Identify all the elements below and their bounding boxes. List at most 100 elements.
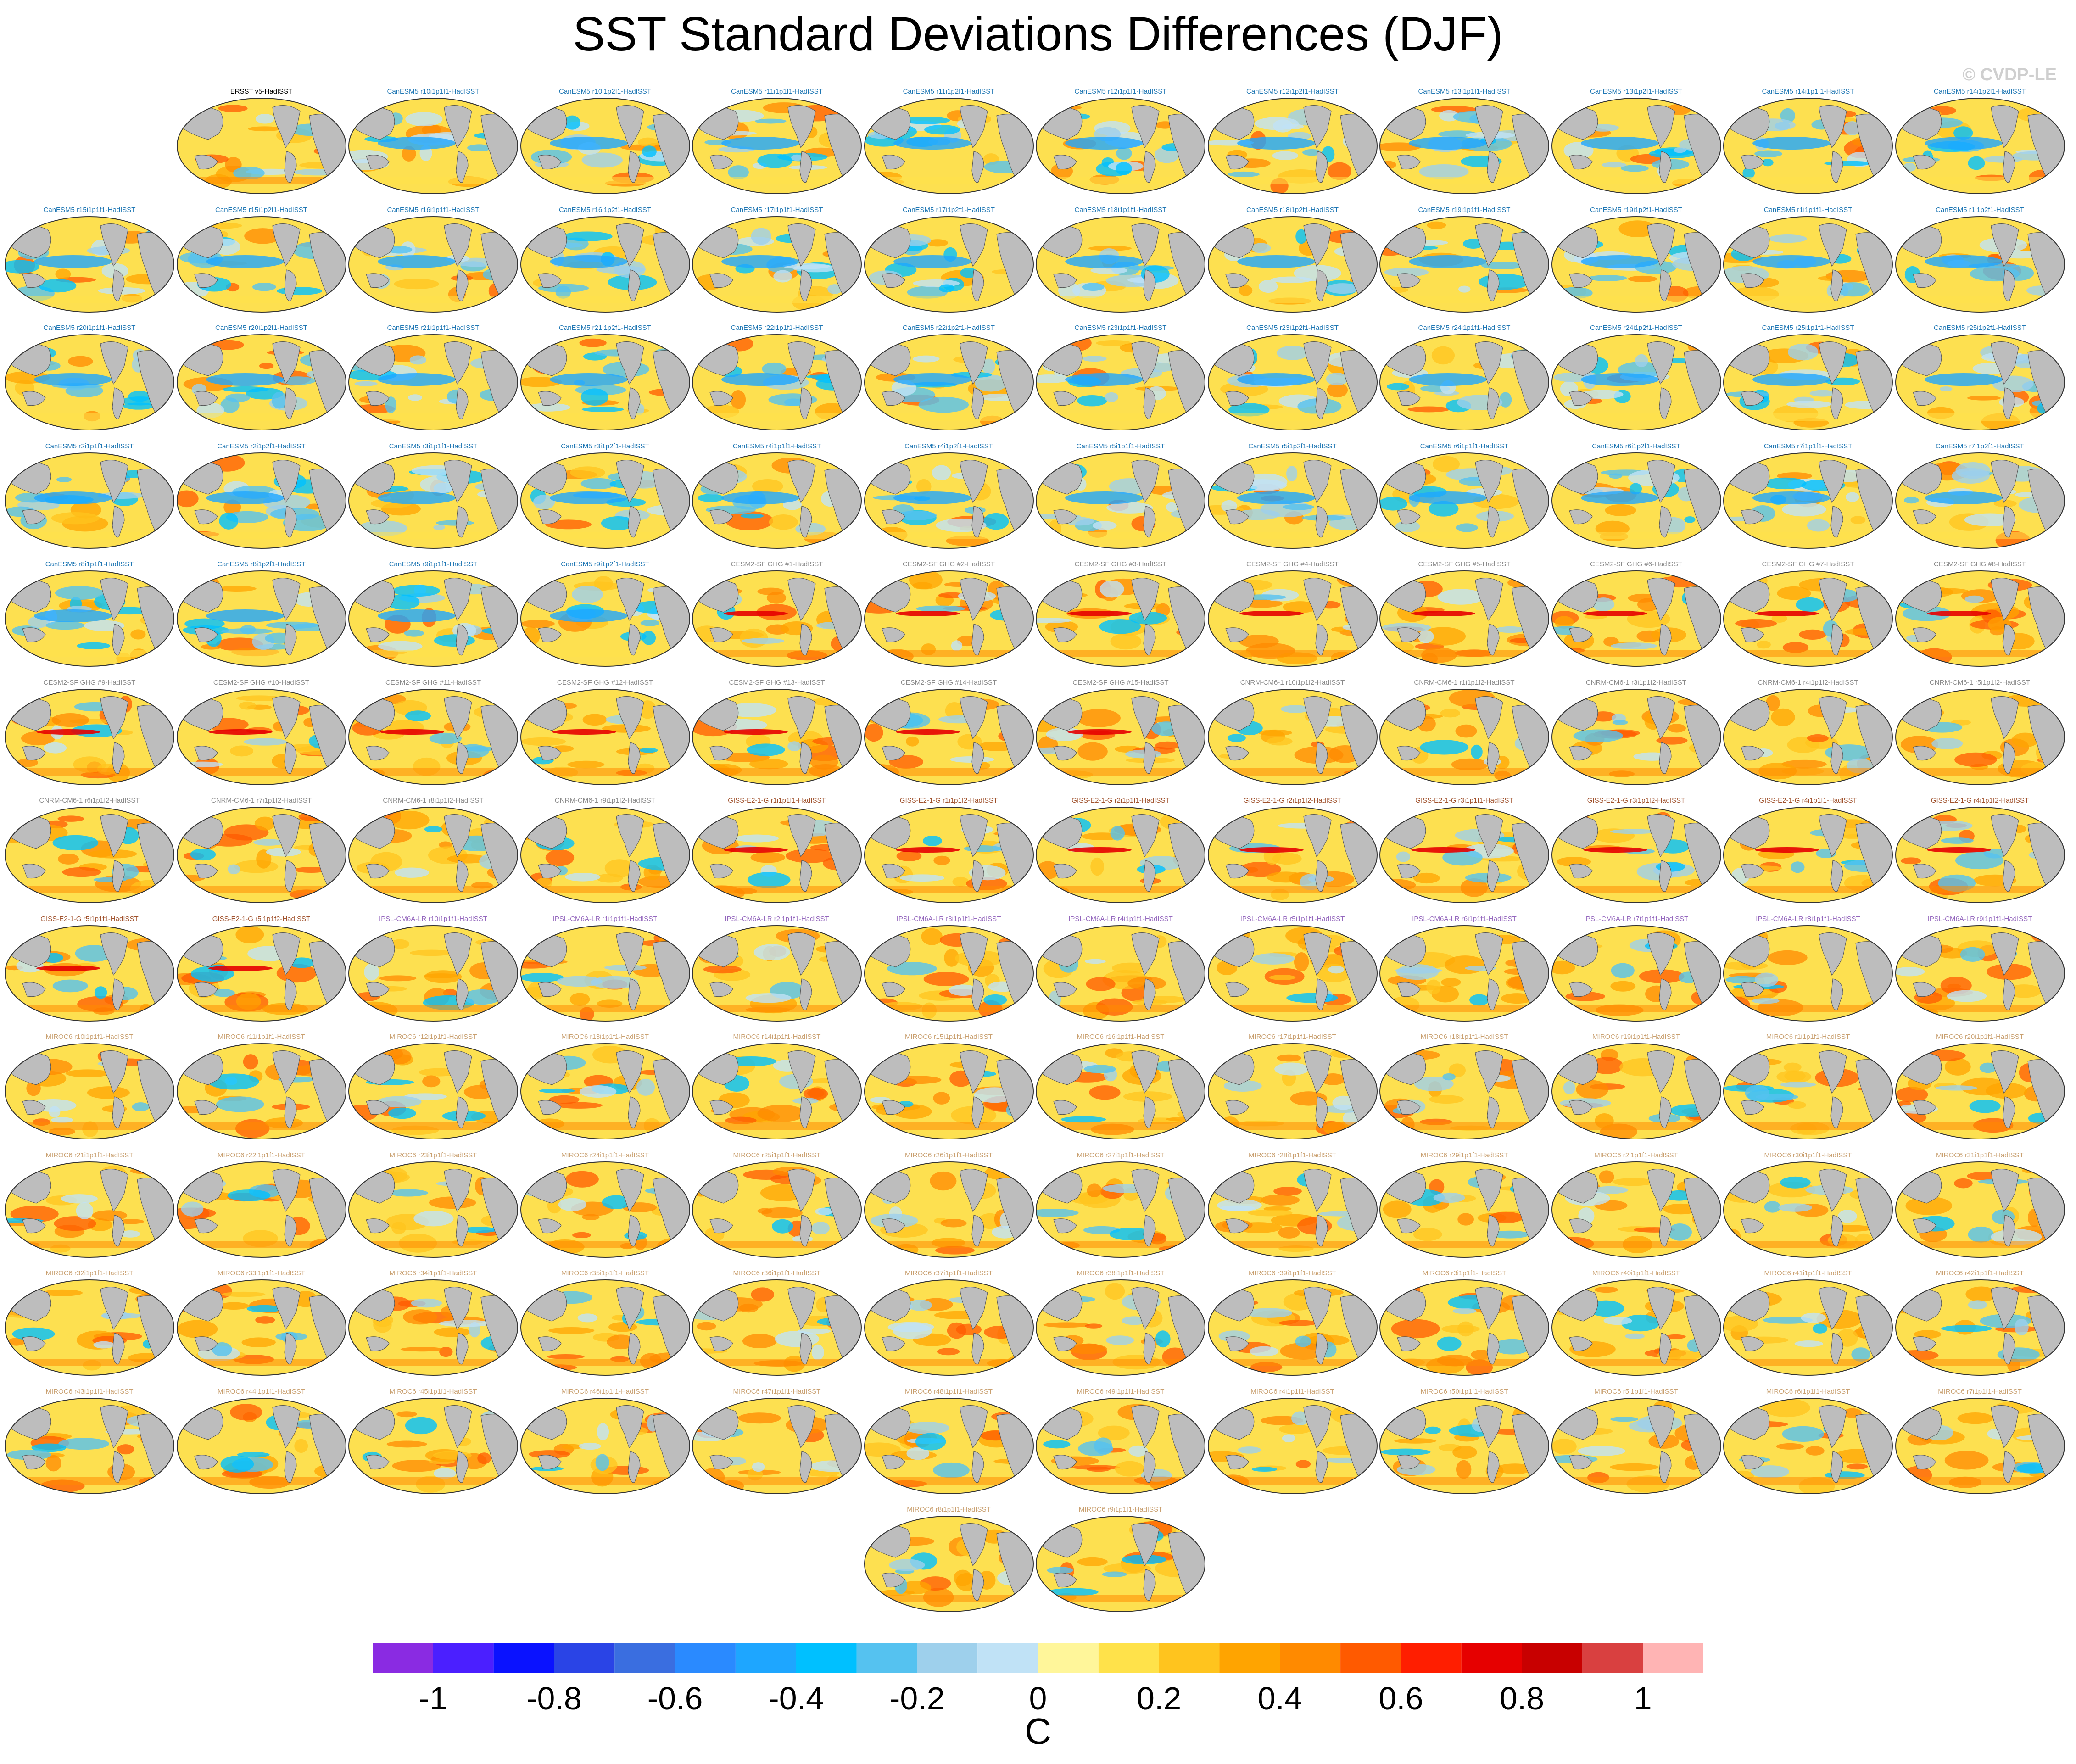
sst-difference-map — [520, 98, 690, 194]
map-panel: CanESM5 r9i1p1f1-HadISST — [348, 560, 519, 668]
colorbar-tick-label: 0.2 — [1137, 1680, 1181, 1712]
map-panel: MIROC6 r18i1p1f1-HadISST — [1379, 1033, 1550, 1140]
sst-difference-map — [1036, 570, 1205, 667]
map-panel: CNRM-CM6-1 r8i1p1f2-HadISST — [348, 796, 519, 904]
map-panel-label: IPSL-CM6A-LR r9i1p1f1-HadISST — [1927, 915, 2032, 923]
map-panel-label: IPSL-CM6A-LR r1i1p1f1-HadISST — [552, 915, 658, 923]
colorbar-unit-label: C — [1025, 1711, 1051, 1752]
map-panel: MIROC6 r33i1p1f1-HadISST — [176, 1269, 347, 1377]
sst-difference-map — [1895, 1161, 2065, 1258]
colorbar-tick-label: 0.8 — [1500, 1680, 1544, 1712]
sst-difference-map — [348, 688, 518, 785]
sst-difference-map — [5, 1279, 174, 1376]
colorbar-tick-label: 0 — [1029, 1680, 1047, 1712]
sst-difference-map — [520, 1279, 690, 1376]
colorbar-tick-label: -0.2 — [889, 1680, 945, 1712]
map-panel-label: CanESM5 r5i1p2f1-HadISST — [1248, 442, 1337, 450]
map-panel-label: CESM2-SF GHG #4-HadISST — [1246, 560, 1339, 568]
map-panel-label: MIROC6 r50i1p1f1-HadISST — [1420, 1387, 1508, 1396]
sst-difference-map — [176, 925, 346, 1022]
map-panel: MIROC6 r9i1p1f1-HadISST — [1035, 1505, 1206, 1613]
sst-difference-map — [348, 1043, 518, 1139]
colorbar-tick-label: 0.6 — [1378, 1680, 1423, 1712]
map-panel-label: CESM2-SF GHG #5-HadISST — [1418, 560, 1511, 568]
sst-difference-map — [1036, 1397, 1205, 1494]
colorbar-swatch — [977, 1643, 1038, 1673]
colorbar-swatch — [1401, 1643, 1462, 1673]
sst-difference-map — [692, 98, 862, 194]
map-panel: CESM2-SF GHG #12-HadISST — [520, 678, 691, 786]
map-panel: IPSL-CM6A-LR r4i1p1f1-HadISST — [1035, 915, 1206, 1022]
sst-difference-map — [1036, 98, 1205, 194]
map-panel-label: IPSL-CM6A-LR r4i1p1f1-HadISST — [1068, 915, 1173, 923]
map-panel-label: CNRM-CM6-1 r7i1p1f2-HadISST — [211, 797, 312, 804]
colorbar-tick-label: 0.4 — [1258, 1680, 1302, 1712]
sst-difference-map — [692, 688, 862, 785]
map-panel-label: MIROC6 r9i1p1f1-HadISST — [1078, 1506, 1163, 1513]
map-panel-label: CanESM5 r21i1p2f1-HadISST — [559, 324, 651, 332]
map-panel: MIROC6 r1i1p1f1-HadISST — [1723, 1033, 1893, 1140]
sst-difference-map — [1207, 452, 1378, 549]
sst-difference-map — [692, 452, 862, 549]
map-panel: CanESM5 r18i1p1f1-HadISST — [1035, 206, 1206, 313]
sst-difference-map — [5, 807, 174, 903]
sst-difference-map — [1551, 334, 1721, 430]
map-panel-label: GISS-E2-1-G r1i1p1f1-HadISST — [728, 797, 826, 804]
map-panel-label: CESM2-SF GHG #8-HadISST — [1934, 560, 2026, 568]
map-panel-label: CanESM5 r19i1p2f1-HadISST — [1590, 206, 1682, 214]
sst-difference-map — [176, 1161, 346, 1258]
map-panel-label: MIROC6 r8i1p1f1-HadISST — [907, 1506, 991, 1513]
sst-difference-map — [1723, 570, 1893, 667]
map-panel-label: CanESM5 r16i1p2f1-HadISST — [559, 206, 651, 214]
map-panel: CESM2-SF GHG #15-HadISST — [1035, 678, 1206, 786]
map-panel-label: CanESM5 r3i1p1f1-HadISST — [389, 442, 478, 450]
sst-difference-map — [1895, 1397, 2065, 1494]
sst-difference-map — [348, 216, 518, 313]
map-panel-label: CanESM5 r23i1p2f1-HadISST — [1246, 324, 1339, 332]
map-panel: CNRM-CM6-1 r10i1p1f2-HadISST — [1207, 678, 1378, 786]
sst-difference-map — [348, 1397, 518, 1494]
map-panel-label: GISS-E2-1-G r2i1p1f2-HadISST — [1243, 797, 1342, 804]
map-panel: CESM2-SF GHG #13-HadISST — [692, 678, 862, 786]
map-panel-label: MIROC6 r20i1p1f1-HadISST — [1936, 1033, 2024, 1041]
map-panel-label: CanESM5 r9i1p2f1-HadISST — [561, 560, 649, 568]
sst-difference-map — [1551, 925, 1721, 1022]
map-panel: CanESM5 r1i1p2f1-HadISST — [1895, 206, 2065, 313]
map-panel: MIROC6 r20i1p1f1-HadISST — [1895, 1033, 2065, 1140]
map-panel: CanESM5 r20i1p2f1-HadISST — [176, 324, 347, 431]
sst-difference-map — [692, 216, 862, 313]
map-panel: MIROC6 r47i1p1f1-HadISST — [692, 1387, 862, 1495]
sst-difference-map — [1551, 98, 1721, 194]
map-panel-label: CanESM5 r21i1p1f1-HadISST — [387, 324, 480, 332]
map-panel-label: MIROC6 r13i1p1f1-HadISST — [561, 1033, 649, 1041]
sst-difference-map — [1207, 807, 1378, 903]
sst-difference-map — [5, 925, 174, 1022]
map-panel: CanESM5 r11i1p1f1-HadISST — [692, 87, 862, 195]
map-panel: MIROC6 r10i1p1f1-HadISST — [4, 1033, 175, 1140]
sst-difference-map — [864, 1516, 1034, 1612]
map-panel: MIROC6 r21i1p1f1-HadISST — [4, 1151, 175, 1259]
map-panel: MIROC6 r11i1p1f1-HadISST — [176, 1033, 347, 1140]
sst-difference-map — [176, 807, 346, 903]
sst-difference-map — [1036, 688, 1205, 785]
map-panel-label: MIROC6 r48i1p1f1-HadISST — [905, 1387, 993, 1396]
map-panel-label: CESM2-SF GHG #3-HadISST — [1074, 560, 1167, 568]
map-panel-label: IPSL-CM6A-LR r7i1p1f1-HadISST — [1584, 915, 1689, 923]
sst-difference-map — [520, 334, 690, 430]
sst-difference-map — [5, 570, 174, 667]
map-panel: CanESM5 r3i1p1f1-HadISST — [348, 442, 519, 550]
sst-difference-map — [1551, 807, 1721, 903]
map-panel: CanESM5 r5i1p1f1-HadISST — [1035, 442, 1206, 550]
sst-difference-map — [692, 334, 862, 430]
colorbar-swatch — [1643, 1643, 1703, 1673]
map-panel: ERSST v5-HadISST — [176, 87, 347, 195]
sst-difference-map — [1723, 925, 1893, 1022]
map-panel-label: MIROC6 r42i1p1f1-HadISST — [1936, 1269, 2024, 1277]
colorbar-tick-label: -1 — [419, 1680, 447, 1712]
sst-difference-map — [1207, 1043, 1378, 1139]
map-panel: CanESM5 r8i1p2f1-HadISST — [176, 560, 347, 668]
sst-difference-map — [5, 452, 174, 549]
map-panel-label: CanESM5 r20i1p2f1-HadISST — [215, 324, 307, 332]
map-panel: MIROC6 r35i1p1f1-HadISST — [520, 1269, 691, 1377]
map-panel: IPSL-CM6A-LR r8i1p1f1-HadISST — [1723, 915, 1893, 1022]
